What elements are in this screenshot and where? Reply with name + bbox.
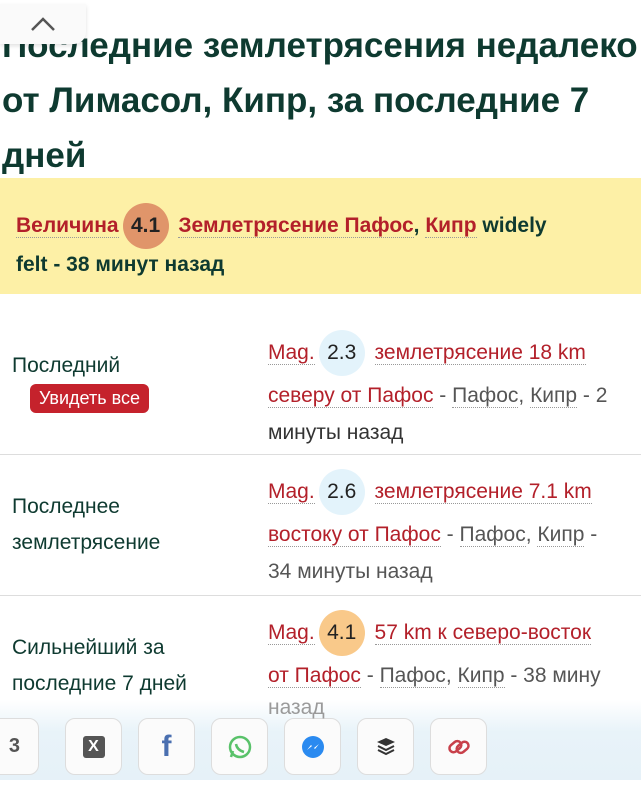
share-messenger-button[interactable] <box>284 718 341 775</box>
share-count-button[interactable]: 3 <box>0 718 39 775</box>
time-ago: назад <box>268 696 325 719</box>
quake-link-cont[interactable]: востоку от Пафос <box>268 523 441 547</box>
facebook-icon: f <box>161 729 172 763</box>
mag-link[interactable]: Mag. <box>268 620 315 645</box>
time-ago: минуты назад <box>268 421 404 444</box>
share-whatsapp-button[interactable] <box>211 718 268 775</box>
scroll-up-button[interactable] <box>0 4 86 44</box>
row-latest: Последний Увидеть все Mag. 2.3 землетрясе… <box>0 318 641 455</box>
sep: - <box>440 523 460 546</box>
share-buffer-button[interactable] <box>357 718 414 775</box>
page-bottom <box>0 778 641 800</box>
quake-link-cont[interactable]: от Пафос <box>268 664 361 688</box>
place-link[interactable]: Пафос <box>452 384 519 408</box>
magnitude-badge: 4.1 <box>318 610 365 656</box>
link-icon <box>447 739 470 754</box>
mag-link[interactable]: Mag. <box>268 340 315 365</box>
featured-quake-banner: Величина 4.1 Землетрясение Пафос, Кипр wi… <box>0 178 641 294</box>
row-label: Последнее землетрясение <box>12 495 161 554</box>
sep: - <box>433 384 453 407</box>
page-title: Последние землетрясения недалеко от Лима… <box>2 26 638 175</box>
comma: , <box>445 664 452 687</box>
row-last-quake: Последнее землетрясение Mag. 2.6 землетря… <box>0 455 641 596</box>
magnitude-badge: 2.3 <box>318 330 365 376</box>
magnitude-link[interactable]: Величина <box>16 214 119 238</box>
banner-time: felt - 38 минут назад <box>16 253 225 276</box>
comma: , <box>413 214 420 237</box>
sep: - <box>584 523 598 546</box>
country-link[interactable]: Кипр <box>457 664 505 688</box>
x-icon: X <box>82 735 105 758</box>
messenger-icon <box>301 735 324 758</box>
share-bar: 3 X f <box>0 700 641 780</box>
sep: - <box>360 664 380 687</box>
buffer-icon <box>376 737 395 755</box>
sep: - 38 мину <box>504 664 601 687</box>
share-x-button[interactable]: X <box>65 718 122 775</box>
magnitude-badge: 2.6 <box>318 469 365 515</box>
comma: , <box>525 523 532 546</box>
row-strongest: Сильнейший за последние 7 дней Mag. 4.1 5… <box>0 596 641 726</box>
quake-link-cont[interactable]: северу от Пафос <box>268 384 434 408</box>
country-link[interactable]: Кипр <box>537 523 585 547</box>
country-link[interactable]: Кипр <box>530 384 578 408</box>
chevron-up-icon <box>31 17 55 31</box>
sep: - 2 <box>577 384 608 407</box>
see-all-button[interactable]: Увидеть все <box>30 384 149 413</box>
place-link[interactable]: Пафос <box>379 664 446 688</box>
magnitude-badge: 4.1 <box>122 203 169 250</box>
row-label: Сильнейший за последние 7 дней <box>12 636 187 695</box>
comma: , <box>518 384 525 407</box>
quake-link[interactable]: Землетрясение Пафос <box>178 214 414 238</box>
time-ago: 34 минуты назад <box>268 560 433 583</box>
quake-link[interactable]: 57 km к северо-восток <box>374 620 592 645</box>
share-count: 3 <box>8 735 20 757</box>
whatsapp-icon <box>228 735 251 758</box>
country-link[interactable]: Кипр <box>425 214 477 238</box>
quake-link[interactable]: землетрясение 7.1 km <box>374 479 592 504</box>
place-link[interactable]: Пафос <box>459 523 526 547</box>
mag-link[interactable]: Mag. <box>268 479 315 504</box>
copy-link-button[interactable] <box>430 718 487 775</box>
row-label: Последний <box>12 354 121 377</box>
quake-link[interactable]: землетрясение 18 km <box>374 340 586 365</box>
share-facebook-button[interactable]: f <box>138 718 195 775</box>
banner-tail: widely <box>476 214 547 237</box>
